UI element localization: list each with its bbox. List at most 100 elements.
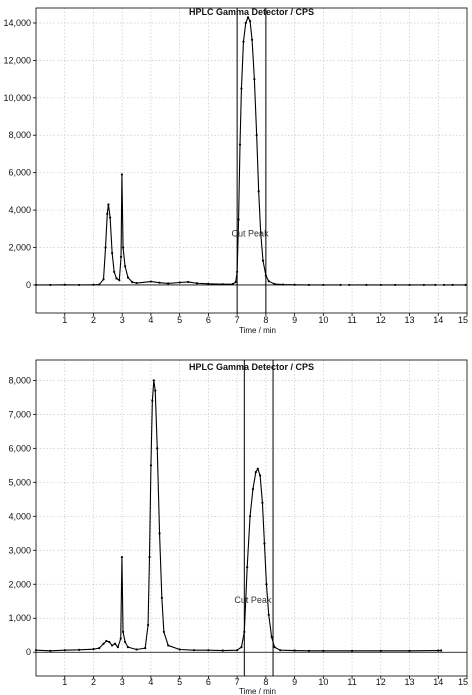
data-point <box>236 270 239 273</box>
data-point <box>167 282 170 285</box>
data-point <box>123 265 127 268</box>
y-tick-label: 0 <box>26 647 31 657</box>
data-point <box>178 281 181 284</box>
data-point <box>259 474 262 477</box>
x-tick-label: 7 <box>235 315 240 325</box>
y-tick-label: 6,000 <box>8 168 31 178</box>
data-point <box>254 471 257 474</box>
data-point <box>158 532 161 535</box>
x-tick-label: 14 <box>433 315 443 325</box>
y-tick-label: 2,000 <box>8 579 31 589</box>
data-point <box>158 281 161 284</box>
x-tick-label: 4 <box>148 315 153 325</box>
x-tick-label: 9 <box>292 315 297 325</box>
y-tick-labels: 0 2,000 4,000 6,000 8,000 10,000 12,000 14,000 <box>3 18 31 290</box>
data-point <box>105 639 108 643</box>
y-tick-label: 4,000 <box>8 511 31 521</box>
x-tick-label: 4 <box>148 677 153 687</box>
data-point <box>257 190 260 193</box>
trace-series <box>34 379 443 652</box>
data-point <box>120 555 124 559</box>
x-tick-label: 11 <box>347 677 356 687</box>
y-tick-label: 12,000 <box>3 55 31 65</box>
data-point <box>437 649 440 652</box>
x-tick-label: 2 <box>91 677 96 687</box>
data-point <box>267 613 270 616</box>
data-point <box>178 648 181 651</box>
data-point <box>63 649 66 652</box>
data-point <box>267 280 270 283</box>
x-tick-label: 6 <box>206 315 211 325</box>
x-tick-label: 3 <box>120 315 125 325</box>
data-point <box>102 642 105 645</box>
grid-lines <box>36 360 467 676</box>
y-tick-label: 8,000 <box>8 130 31 140</box>
x-tick-label: 10 <box>318 315 328 325</box>
x-tick-label: 3 <box>120 677 125 687</box>
data-point <box>144 647 147 650</box>
plot-frame <box>35 359 468 677</box>
data-point <box>379 649 382 652</box>
data-point <box>104 246 107 249</box>
data-point <box>207 649 210 652</box>
x-tick-label: 11 <box>347 315 356 325</box>
chart-title: HPLC Gamma Detector / CPS <box>189 7 314 17</box>
cut-peak-annotation: Cut Peak <box>234 595 272 605</box>
data-point <box>154 389 157 392</box>
data-point <box>151 399 154 402</box>
trace-line <box>35 379 442 652</box>
data-point <box>237 218 240 221</box>
data-point <box>113 270 116 273</box>
data-point <box>248 20 252 23</box>
data-point <box>279 649 282 652</box>
grid-lines <box>36 8 467 313</box>
data-point <box>195 282 199 285</box>
y-tick-label: 0 <box>26 280 31 290</box>
data-point <box>248 515 252 518</box>
data-point <box>123 640 127 644</box>
data-point <box>240 646 243 649</box>
y-tick-labels: 0 1,000 2,000 3,000 4,000 5,000 6,000 7,000 8,00… <box>8 375 31 657</box>
data-point <box>152 379 155 382</box>
data-point <box>251 488 255 491</box>
data-point <box>207 282 210 285</box>
cut-peak-lines <box>236 8 267 313</box>
data-point <box>131 281 134 284</box>
data-point <box>270 635 273 639</box>
data-point <box>244 21 247 25</box>
x-tick-label: 13 <box>405 315 415 325</box>
data-point <box>119 255 123 258</box>
data-point <box>322 649 325 652</box>
data-point <box>121 630 125 633</box>
x-tick-label: 14 <box>433 677 443 687</box>
x-tick-label: 5 <box>177 315 182 325</box>
y-tick-label: 6,000 <box>8 443 31 453</box>
data-point <box>148 555 151 559</box>
y-tick-label: 2,000 <box>8 243 31 253</box>
data-point <box>261 259 265 262</box>
data-point <box>221 649 224 652</box>
data-point <box>135 281 138 285</box>
data-point <box>149 280 153 283</box>
data-point <box>102 278 105 281</box>
x-tick-label: 2 <box>91 315 96 325</box>
x-tick-label: 10 <box>318 677 328 687</box>
data-point <box>261 501 264 504</box>
x-tick-labels: 1 2 3 4 5 6 7 8 9 10 11 12 13 14 15 <box>62 677 468 687</box>
y-tick-label: 10,000 <box>3 93 31 103</box>
data-point <box>250 38 254 41</box>
data-point <box>167 644 170 647</box>
y-tick-label: 4,000 <box>8 205 31 215</box>
data-point <box>408 649 411 652</box>
data-point <box>307 649 311 652</box>
data-point <box>98 647 101 650</box>
x-tick-label: 1 <box>62 315 67 325</box>
data-point <box>253 78 256 81</box>
data-point <box>243 630 246 633</box>
chart-bottom: 0 1,000 2,000 3,000 4,000 5,000 6,000 7,000 8,00… <box>8 359 468 695</box>
x-axis-label: Time / min <box>239 326 276 335</box>
data-point <box>120 173 124 176</box>
data-point <box>192 649 196 652</box>
x-tick-label: 1 <box>62 677 67 687</box>
